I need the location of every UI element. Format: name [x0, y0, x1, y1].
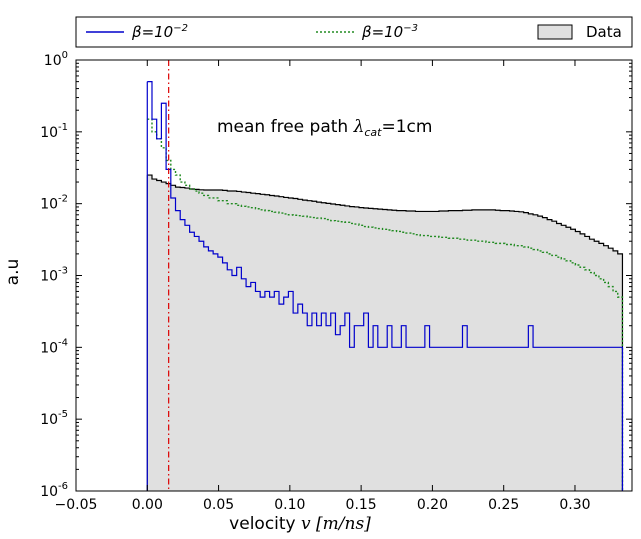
data-series-line	[147, 174, 624, 491]
y-tick-base: 10	[40, 125, 58, 141]
y-tick-base: 10	[40, 412, 58, 428]
x-tick-label: 0.20	[417, 497, 448, 513]
y-tick-exponent: -2	[58, 194, 68, 205]
y-tick-exponent: -4	[58, 337, 68, 348]
x-tick-label: 0.25	[488, 497, 519, 513]
x-tick-label: 0.30	[559, 497, 590, 513]
beta-1e-2-series-line	[147, 81, 624, 491]
y-tick-label: 10-3	[40, 266, 68, 285]
x-tick-label: 0.00	[132, 497, 163, 513]
y-tick-label: 10-2	[40, 194, 68, 213]
x-tick-label: −0.05	[55, 497, 98, 513]
series-layer	[146, 60, 624, 491]
y-tick-label: 100	[44, 50, 68, 69]
y-tick-base: 10	[40, 484, 58, 500]
x-axis-label: velocity v [m/ns]	[229, 514, 371, 534]
y-tick-exponent: -3	[58, 266, 68, 277]
y-tick-label: 10-1	[40, 122, 68, 141]
legend-label-data: Data	[586, 23, 622, 41]
y-tick-label: 10-5	[40, 409, 68, 428]
y-axis-label: a.u	[3, 259, 23, 286]
x-tick-label: 0.05	[203, 497, 234, 513]
y-tick-base: 10	[44, 53, 62, 69]
y-tick-base: 10	[40, 197, 58, 213]
plot-area	[75, 59, 633, 492]
beta-1e-3-series-line	[147, 118, 624, 491]
x-tick-label: 0.10	[274, 497, 305, 513]
legend-label-beta-3: β=10−3	[361, 23, 418, 41]
x-tick-label: 0.15	[346, 497, 377, 513]
x-axis-ticks: −0.05 0.00 0.05 0.10 0.15 0.20 0.25 0.30	[55, 60, 591, 513]
y-tick-base: 10	[40, 269, 58, 285]
y-tick-label: 10-4	[40, 337, 68, 356]
annotation: mean free path λcat=1cm	[217, 117, 432, 139]
y-tick-label: 10-6	[40, 481, 68, 500]
legend-label-beta-2: β=10−2	[131, 23, 188, 41]
y-tick-exponent: -5	[58, 409, 68, 420]
y-tick-exponent: -1	[58, 122, 68, 133]
legend: β=10−2 β=10−3 Data	[75, 16, 633, 48]
legend-swatch-data	[537, 24, 573, 40]
y-tick-exponent: 0	[62, 50, 68, 61]
y-tick-base: 10	[40, 340, 58, 356]
data-fill	[147, 175, 623, 491]
y-tick-exponent: -6	[58, 481, 68, 492]
